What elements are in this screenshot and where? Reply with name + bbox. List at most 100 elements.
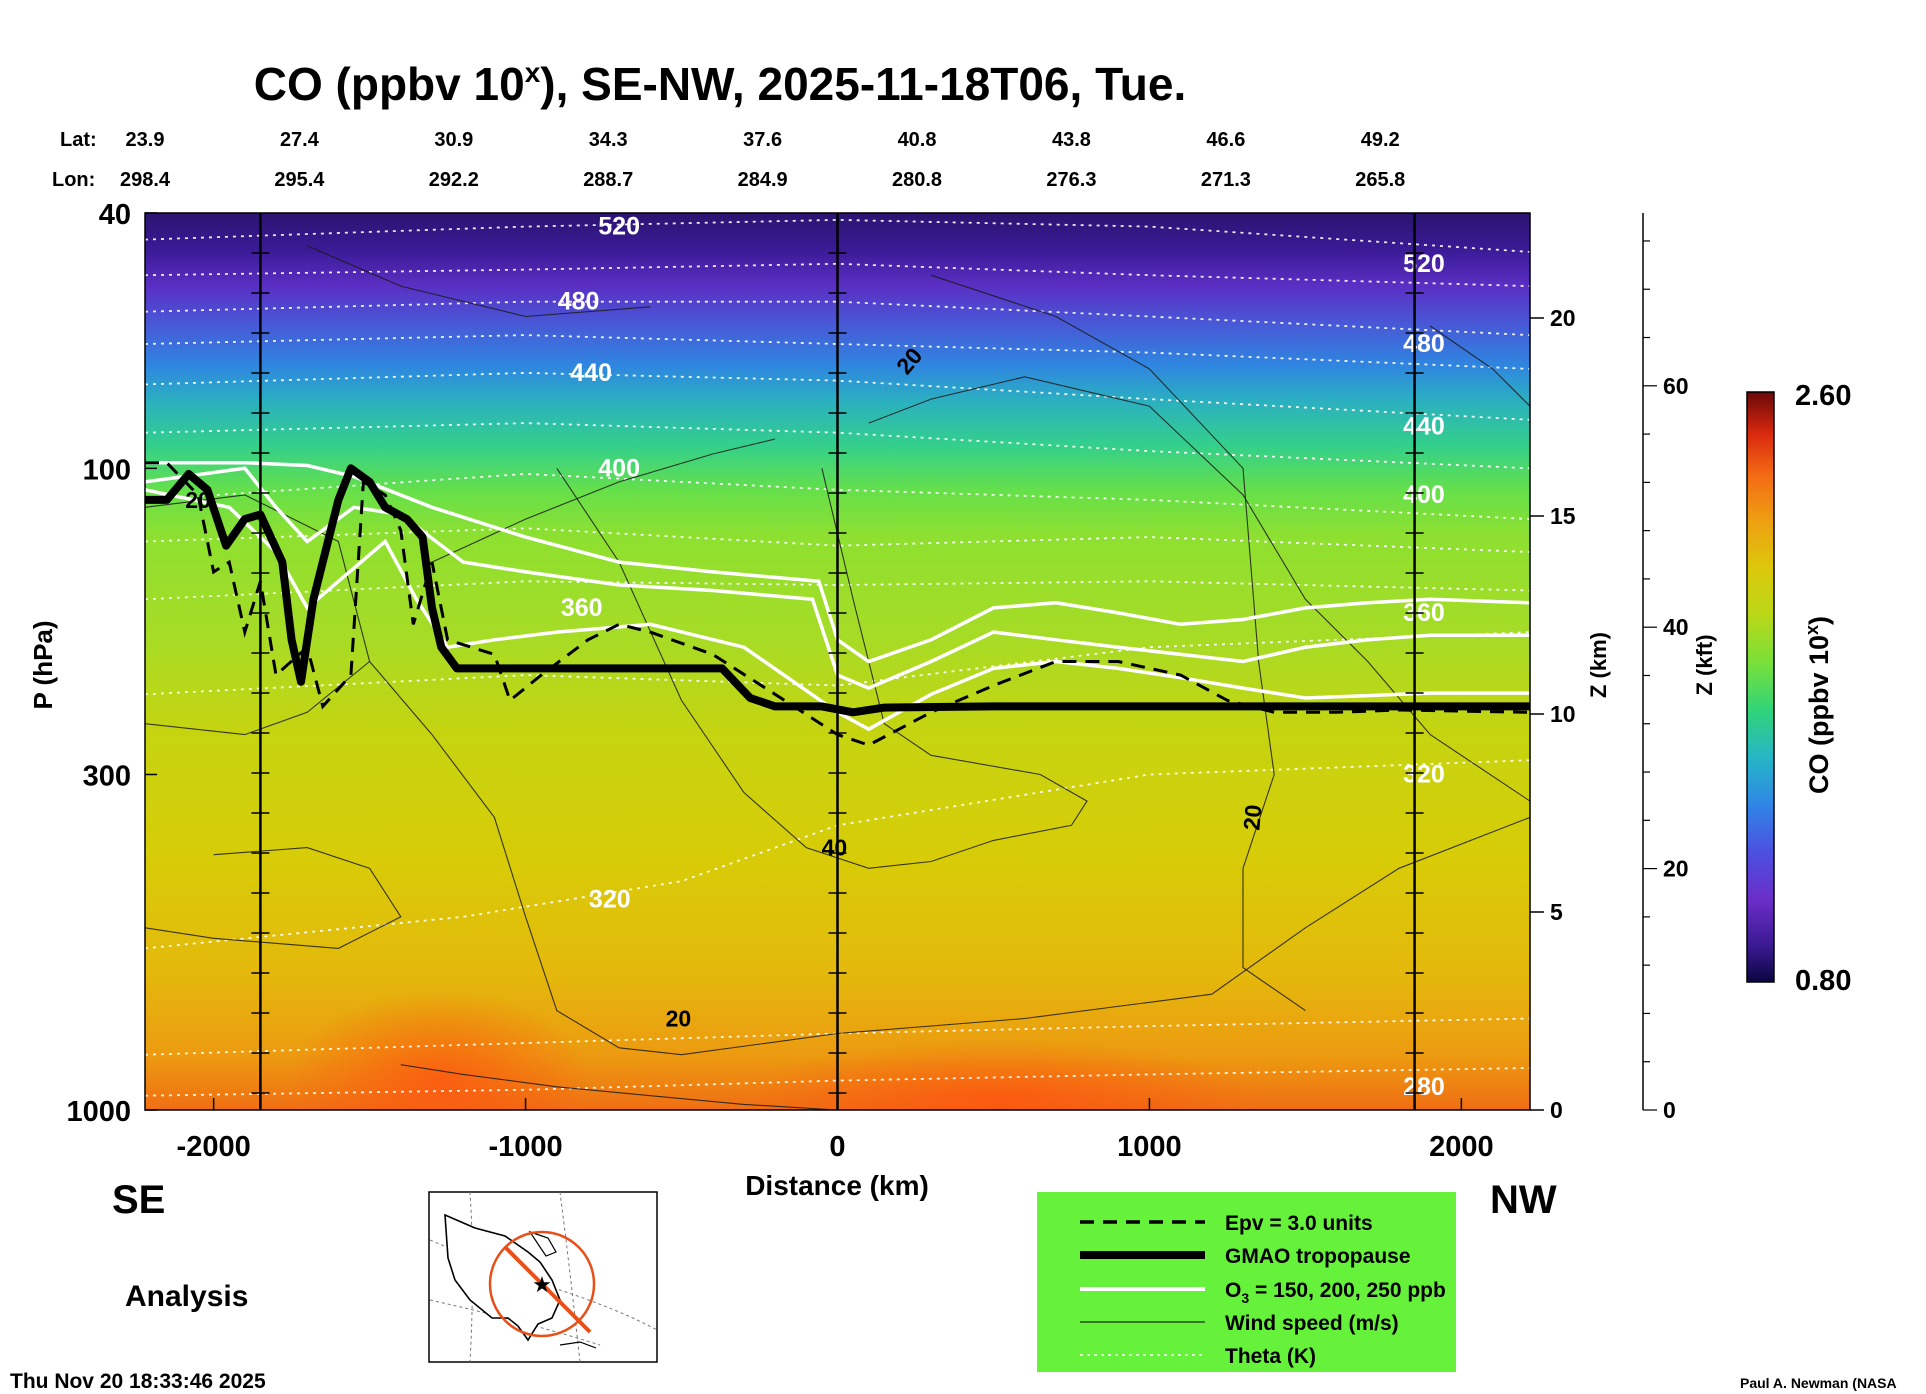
z-km-tick-label: 15 <box>1550 503 1576 529</box>
legend-wind-label: Wind speed (m/s) <box>1225 1312 1399 1335</box>
z-km-tick-label: 5 <box>1550 899 1563 925</box>
x-axis-label: Distance (km) <box>745 1170 929 1201</box>
z-km-tick-label: 10 <box>1550 701 1576 727</box>
x-tick-label: -2000 <box>177 1131 251 1163</box>
legend-epv-label: Epv = 3.0 units <box>1225 1212 1373 1235</box>
lon-label: Lon: <box>52 169 95 191</box>
cross-section-track <box>503 1245 592 1334</box>
caribbean-outline <box>559 1341 597 1349</box>
wind-speed-label: 40 <box>822 835 848 861</box>
lat-value: 49.2 <box>1361 129 1400 151</box>
graticule-line <box>469 1191 473 1363</box>
theta-label: 320 <box>589 886 631 914</box>
lat-lon-header: Lat: Lon: 23.9 298.4 27.4 295.4 30.9 292.2 34.… <box>52 129 1405 191</box>
lon-value: 271.3 <box>1201 169 1251 191</box>
z-kft-tick-label: 40 <box>1663 614 1689 640</box>
z-kft-tick-label: 0 <box>1663 1097 1676 1123</box>
lat-value: 23.9 <box>126 129 165 151</box>
lon-value: 288.7 <box>583 169 633 191</box>
lon-value: 295.4 <box>274 169 325 191</box>
theta-label: 520 <box>598 213 640 241</box>
lon-value: 284.9 <box>738 169 788 191</box>
wind-speed-label: 20 <box>666 1005 692 1031</box>
lat-value: 37.6 <box>743 129 782 151</box>
inset-map: ★ <box>428 1191 658 1363</box>
wind-contour-line <box>400 1064 838 1110</box>
y-tick-label: 100 <box>83 454 131 486</box>
wind-contour-line <box>556 467 1088 869</box>
y-tick-label: 40 <box>99 199 131 231</box>
y-tick-label: 1000 <box>66 1096 131 1128</box>
ozone-contour-line <box>145 488 1530 732</box>
colorbar-max: 2.60 <box>1795 380 1851 412</box>
x-tick-label: 0 <box>829 1131 845 1163</box>
legend-o3-label: O3 = 150, 200, 250 ppb <box>1225 1279 1446 1306</box>
lon-value: 298.4 <box>120 169 171 191</box>
graticule-line <box>559 1191 581 1363</box>
z-km-tick-label: 20 <box>1550 305 1576 331</box>
lon-value: 292.2 <box>429 169 479 191</box>
direction-se: SE <box>112 1178 165 1222</box>
x-tick-label: -1000 <box>488 1131 562 1163</box>
wind-speed-contours <box>145 245 1530 1110</box>
x-tick-label: 1000 <box>1117 1131 1182 1163</box>
colorbar-gradient <box>1746 391 1775 983</box>
theta-label: 480 <box>1403 330 1445 358</box>
theta-label: 360 <box>561 594 603 622</box>
lat-value: 46.6 <box>1206 129 1245 151</box>
wind-contour-line <box>1429 325 1530 407</box>
theta-label: 440 <box>1403 412 1445 440</box>
z-kft-label: Z (kft) <box>1692 634 1717 695</box>
lat-value: 43.8 <box>1052 129 1091 151</box>
y-axis-label: P (hPa) <box>28 620 58 709</box>
theta-label: 520 <box>1403 250 1445 278</box>
z-kft-axis: 0 20 40 60 <box>1642 213 1689 1123</box>
great-lakes-outline <box>528 1230 557 1257</box>
theta-contours <box>145 218 1530 1097</box>
colorbar-label: CO (ppbv 10x) <box>1802 616 1834 794</box>
theta-contour-line <box>145 759 1530 950</box>
legend-theta-label: Theta (K) <box>1225 1345 1316 1368</box>
z-km-label: Z (km) <box>1586 632 1611 698</box>
theta-label: 440 <box>570 359 612 387</box>
theta-label: 480 <box>558 288 600 316</box>
wind-speed-label: 20 <box>1238 804 1266 832</box>
co-high-region <box>290 990 590 1110</box>
lon-value: 265.8 <box>1355 169 1405 191</box>
theta-label: 280 <box>1403 1073 1445 1101</box>
wind-contour-line <box>306 245 651 318</box>
lat-label: Lat: <box>60 129 97 151</box>
chart-title: CO (ppbv 10x), SE-NW, 2025-11-18T06, Tue… <box>254 57 1186 110</box>
theta-label: 320 <box>1403 760 1445 788</box>
theta-label: 400 <box>598 454 640 482</box>
wind-contour-line <box>431 438 776 563</box>
tropopause-line <box>145 464 1530 717</box>
wind-contour-line <box>145 494 1530 1056</box>
z-kft-tick-label: 20 <box>1663 856 1689 882</box>
lat-value: 27.4 <box>280 129 320 151</box>
co-high-region <box>740 1040 1260 1110</box>
plot-axes: -2000 -1000 0 1000 2000 40 100 300 1000 0 5 10 15 20 <box>66 199 1575 1163</box>
timestamp: Thu Nov 20 18:33:46 2025 <box>10 1370 266 1393</box>
lon-value: 276.3 <box>1046 169 1096 191</box>
x-tick-label: 2000 <box>1429 1131 1494 1163</box>
wind-contour-line <box>930 274 1306 1012</box>
y-tick-label: 300 <box>83 760 131 792</box>
legend: Epv = 3.0 units GMAO tropopause O3 = 150… <box>1037 1192 1456 1372</box>
z-km-tick-label: 0 <box>1550 1097 1563 1123</box>
colorbar: 2.60 0.80 CO (ppbv 10x) <box>1746 380 1851 997</box>
colorbar-min: 0.80 <box>1795 965 1851 997</box>
z-kft-tick-label: 60 <box>1663 373 1689 399</box>
lat-value: 34.3 <box>589 129 628 151</box>
star-icon: ★ <box>532 1272 552 1297</box>
wind-speed-label: 20 <box>185 487 211 513</box>
lon-value: 280.8 <box>892 169 942 191</box>
analysis-label: Analysis <box>125 1280 248 1313</box>
ozone-contour-line <box>145 460 1530 664</box>
lat-value: 30.9 <box>434 129 473 151</box>
cross-section-range-circle <box>488 1230 596 1338</box>
theta-label: 400 <box>1403 481 1445 509</box>
credit: Paul A. Newman (NASA <box>1740 1375 1897 1391</box>
